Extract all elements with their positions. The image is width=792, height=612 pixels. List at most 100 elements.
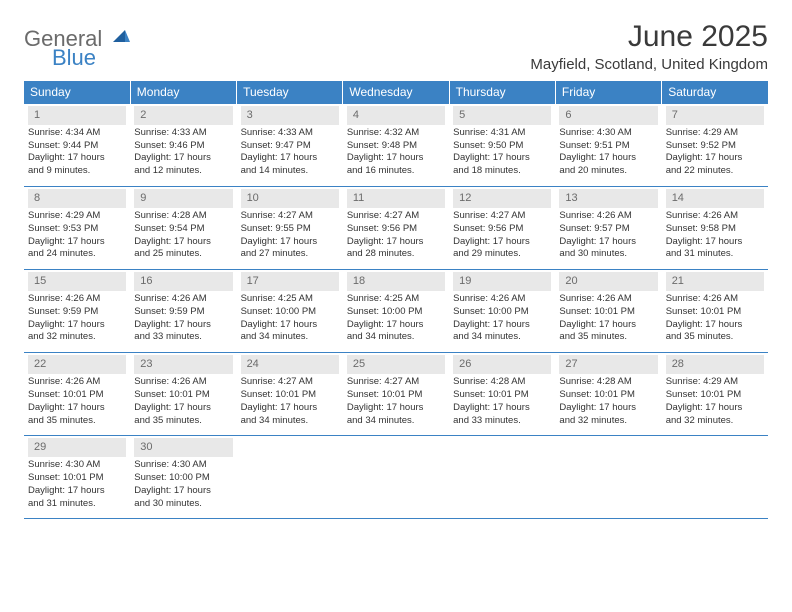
sunset-text: Sunset: 10:01 PM [453,389,551,402]
weekday-header: Friday [555,81,661,104]
calendar-cell: 14Sunrise: 4:26 AMSunset: 9:58 PMDayligh… [662,187,768,270]
calendar-cell: 11 Sunrise: 4:27 AMSunset: 9:56 PMDayligh… [343,187,449,270]
day-cell: 26Sunrise: 4:28 AMSunset: 10:01 PMDaylig… [449,353,555,435]
day-cell: 25Sunrise: 4:27 AMSunset: 10:01 PMDaylig… [343,353,449,435]
sunrise-text: Sunrise: 4:34 AM [28,127,126,140]
day-cell: 30Sunrise: 4:30 AMSunset: 10:00 PMDaylig… [130,436,236,518]
day-cell: 27Sunrise: 4:28 AMSunset: 10:01 PMDaylig… [555,353,661,435]
daylight-text: Daylight: 17 hours [666,402,764,415]
day-cell: 14Sunrise: 4:26 AMSunset: 9:58 PMDayligh… [662,187,768,269]
day-number: 11 [347,189,445,208]
daylight-text: Daylight: 17 hours [559,319,657,332]
sunset-text: Sunset: 10:00 PM [241,306,339,319]
calendar-table: Sunday Monday Tuesday Wednesday Thursday… [24,81,768,519]
sunrise-text: Sunrise: 4:33 AM [241,127,339,140]
day-cell: 17Sunrise: 4:25 AMSunset: 10:00 PMDaylig… [237,270,343,352]
day-cell: 12Sunrise: 4:27 AMSunset: 9:56 PMDayligh… [449,187,555,269]
daylight-text: Daylight: 17 hours [453,152,551,165]
day-cell: 7Sunrise: 4:29 AMSunset: 9:52 PMDaylight… [662,104,768,186]
calendar-cell: 23Sunrise: 4:26 AMSunset: 10:01 PMDaylig… [130,353,236,436]
calendar-cell: 22Sunrise: 4:26 AMSunset: 10:01 PMDaylig… [24,353,130,436]
sunset-text: Sunset: 9:51 PM [559,140,657,153]
sunrise-text: Sunrise: 4:26 AM [666,293,764,306]
day-number: 12 [453,189,551,208]
weekday-header: Thursday [449,81,555,104]
sunset-text: Sunset: 10:01 PM [666,389,764,402]
daylight-text: Daylight: 17 hours [134,236,232,249]
calendar-cell: 3Sunrise: 4:33 AMSunset: 9:47 PMDaylight… [237,104,343,187]
location: Mayfield, Scotland, United Kingdom [530,56,768,73]
daylight-text: Daylight: 17 hours [347,236,445,249]
day-number: 24 [241,355,339,374]
sunrise-text: Sunrise: 4:31 AM [453,127,551,140]
day-cell: 11 Sunrise: 4:27 AMSunset: 9:56 PMDayligh… [343,187,449,269]
daylight-text: and 14 minutes. [241,165,339,178]
sunrise-text: Sunrise: 4:26 AM [559,293,657,306]
sunrise-text: Sunrise: 4:28 AM [134,210,232,223]
day-cell: 13Sunrise: 4:26 AMSunset: 9:57 PMDayligh… [555,187,661,269]
sunset-text: Sunset: 10:00 PM [453,306,551,319]
daylight-text: and 32 minutes. [559,415,657,428]
month-title: June 2025 [530,20,768,54]
calendar-row: 1Sunrise: 4:34 AMSunset: 9:44 PMDaylight… [24,104,768,187]
daylight-text: and 22 minutes. [666,165,764,178]
day-number: 9 [134,189,232,208]
sunset-text: Sunset: 9:59 PM [134,306,232,319]
day-number: 1 [28,106,126,125]
sunrise-text: Sunrise: 4:30 AM [28,459,126,472]
daylight-text: and 30 minutes. [134,498,232,511]
sunrise-text: Sunrise: 4:26 AM [28,293,126,306]
day-cell: 23Sunrise: 4:26 AMSunset: 10:01 PMDaylig… [130,353,236,435]
sunset-text: Sunset: 10:01 PM [559,306,657,319]
calendar-cell: 5Sunrise: 4:31 AMSunset: 9:50 PMDaylight… [449,104,555,187]
daylight-text: and 9 minutes. [28,165,126,178]
day-cell: 5Sunrise: 4:31 AMSunset: 9:50 PMDaylight… [449,104,555,186]
day-number: 20 [559,272,657,291]
daylight-text: and 30 minutes. [559,248,657,261]
calendar-cell: 25Sunrise: 4:27 AMSunset: 10:01 PMDaylig… [343,353,449,436]
calendar-head: Sunday Monday Tuesday Wednesday Thursday… [24,81,768,104]
day-cell: 6Sunrise: 4:30 AMSunset: 9:51 PMDaylight… [555,104,661,186]
day-number: 19 [453,272,551,291]
sunset-text: Sunset: 9:47 PM [241,140,339,153]
calendar-cell: 17Sunrise: 4:25 AMSunset: 10:00 PMDaylig… [237,270,343,353]
day-cell: 29Sunrise: 4:30 AMSunset: 10:01 PMDaylig… [24,436,130,518]
header: General Blue June 2025 Mayfield, Scotlan… [24,20,768,73]
daylight-text: Daylight: 17 hours [241,402,339,415]
day-cell: 22Sunrise: 4:26 AMSunset: 10:01 PMDaylig… [24,353,130,435]
sunrise-text: Sunrise: 4:27 AM [241,210,339,223]
calendar-cell: 18Sunrise: 4:25 AMSunset: 10:00 PMDaylig… [343,270,449,353]
calendar-cell [662,436,768,519]
sunset-text: Sunset: 9:48 PM [347,140,445,153]
sunset-text: Sunset: 10:01 PM [347,389,445,402]
day-cell: 10Sunrise: 4:27 AMSunset: 9:55 PMDayligh… [237,187,343,269]
day-number: 7 [666,106,764,125]
sunrise-text: Sunrise: 4:27 AM [347,376,445,389]
day-number: 23 [134,355,232,374]
sunrise-text: Sunrise: 4:29 AM [666,376,764,389]
day-number: 4 [347,106,445,125]
daylight-text: Daylight: 17 hours [559,402,657,415]
sunset-text: Sunset: 9:56 PM [347,223,445,236]
daylight-text: Daylight: 17 hours [134,402,232,415]
daylight-text: Daylight: 17 hours [28,485,126,498]
day-number: 22 [28,355,126,374]
daylight-text: Daylight: 17 hours [666,236,764,249]
day-number: 30 [134,438,232,457]
day-number: 2 [134,106,232,125]
sunrise-text: Sunrise: 4:28 AM [453,376,551,389]
logo-sail-icon [111,28,131,49]
day-cell: 4Sunrise: 4:32 AMSunset: 9:48 PMDaylight… [343,104,449,186]
daylight-text: and 34 minutes. [241,331,339,344]
daylight-text: Daylight: 17 hours [28,236,126,249]
day-cell: 1Sunrise: 4:34 AMSunset: 9:44 PMDaylight… [24,104,130,186]
sunrise-text: Sunrise: 4:28 AM [559,376,657,389]
sunrise-text: Sunrise: 4:29 AM [28,210,126,223]
day-cell: 9Sunrise: 4:28 AMSunset: 9:54 PMDaylight… [130,187,236,269]
sunset-text: Sunset: 10:01 PM [666,306,764,319]
sunset-text: Sunset: 9:58 PM [666,223,764,236]
calendar-row: 8Sunrise: 4:29 AMSunset: 9:53 PMDaylight… [24,187,768,270]
daylight-text: Daylight: 17 hours [28,402,126,415]
sunset-text: Sunset: 10:01 PM [241,389,339,402]
sunrise-text: Sunrise: 4:27 AM [347,210,445,223]
